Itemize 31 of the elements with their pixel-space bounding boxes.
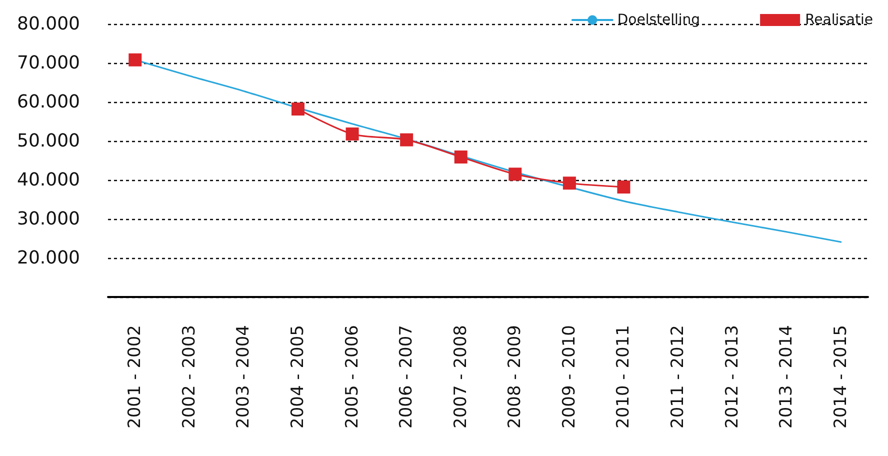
- y-tick-label: 50.000: [17, 130, 80, 152]
- point: [562, 176, 576, 190]
- y-tick-label: 20.000: [17, 248, 80, 268]
- x-tick-label: 2005 - 2006: [342, 325, 362, 428]
- x-tick-label: 2004 - 2005: [288, 325, 308, 428]
- y-tick-label: 30.000: [17, 208, 80, 230]
- x-tick-label: 2010 - 2011: [614, 325, 634, 428]
- point: [400, 133, 414, 146]
- x-tick-label: 2008 - 2009: [505, 325, 526, 428]
- x-tick-label: 2009 - 2010: [559, 325, 580, 428]
- point: [508, 168, 522, 181]
- x-tick-label: 2002 - 2003: [179, 325, 200, 428]
- x-tick-label: 2012 - 2013: [722, 325, 742, 428]
- point: [128, 53, 142, 66]
- x-tick-label: 2006 - 2007: [396, 325, 417, 428]
- x-tick-label: 2011 - 2012: [668, 325, 688, 428]
- legend-label: Realisatie: [805, 12, 873, 28]
- x-tick-label: 2014 - 2015: [830, 325, 851, 428]
- y-tick-label: 40.000: [17, 170, 80, 190]
- legend-label: Doelstelling: [617, 12, 700, 28]
- x-tick-label: 2013 - 2014: [776, 325, 797, 428]
- y-tick-label: 60.000: [17, 92, 80, 112]
- y-tick-label: 70.000: [17, 52, 80, 74]
- x-tick-label: 2001 - 2002: [125, 325, 146, 428]
- x-tick-label: 2007 - 2008: [450, 325, 471, 428]
- point: [346, 127, 359, 140]
- point: [454, 150, 468, 164]
- point: [617, 180, 630, 194]
- point: [292, 102, 304, 116]
- x-tick-label: 2003 - 2004: [234, 325, 254, 428]
- y-tick-label: 80.000: [17, 14, 80, 34]
